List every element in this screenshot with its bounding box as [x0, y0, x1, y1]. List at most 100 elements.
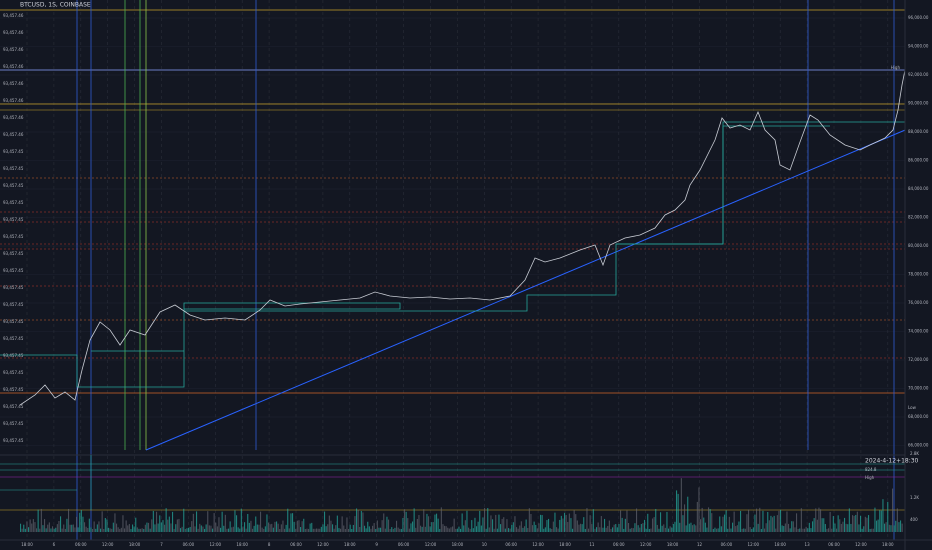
volume-bar: [860, 515, 862, 532]
volume-bar: [100, 528, 102, 532]
volume-bar: [517, 528, 519, 532]
left-label: 93,457.45: [3, 217, 24, 222]
time-label: 12:00: [317, 542, 329, 547]
volume-bar: [208, 525, 210, 532]
volume-bar: [733, 511, 735, 532]
volume-bar: [682, 515, 684, 532]
volume-bar: [730, 528, 732, 532]
volume-bar: [248, 522, 250, 532]
time-label: 18:00: [882, 542, 894, 547]
volume-bar: [679, 522, 681, 532]
volume-bar: [178, 518, 180, 532]
volume-bar: [261, 527, 263, 532]
volume-bar: [29, 519, 31, 532]
volume-bar: [820, 509, 822, 532]
volume-bar: [413, 508, 415, 532]
volume-bar: [802, 528, 804, 532]
volume-bar: [536, 528, 538, 532]
volume-bar: [706, 527, 708, 532]
volume-bar: [608, 520, 610, 532]
volume-bar: [831, 528, 833, 532]
time-label: 18:00: [559, 542, 571, 547]
volume-bar: [612, 527, 614, 532]
volume-bar: [714, 527, 716, 532]
volume-bar: [778, 510, 780, 532]
left-label: 93,457.46: [3, 115, 24, 120]
volume-bar: [116, 523, 118, 532]
volume-bar: [628, 523, 630, 532]
volume-bar: [575, 514, 577, 532]
volume-bar: [301, 521, 303, 532]
volume-bar: [205, 524, 207, 532]
volume-bar: [647, 513, 649, 532]
volume-bar: [402, 518, 404, 532]
volume-bar: [741, 528, 743, 532]
volume-bar: [872, 528, 874, 532]
volume-bar: [568, 513, 570, 532]
volume-bar: [695, 525, 697, 532]
time-label: 9: [375, 542, 378, 547]
volume-bar: [352, 524, 354, 532]
volume-bar: [428, 516, 430, 532]
volume-bar: [383, 513, 385, 532]
volume-bar: [36, 528, 38, 532]
price-label: 86,000.00: [908, 158, 929, 163]
volume-bar: [874, 507, 876, 532]
volume-bar: [829, 511, 831, 532]
volume-bar: [58, 521, 60, 532]
volume-bar: [653, 517, 655, 532]
volume-bar: [792, 521, 794, 532]
volume-bar: [805, 526, 807, 532]
volume-bar: [92, 528, 94, 532]
volume-bar: [207, 511, 209, 532]
volume-bar: [762, 510, 764, 532]
volume-bar: [599, 527, 601, 532]
volume-bar: [85, 526, 87, 532]
volume-bar: [764, 528, 766, 532]
volume-bar: [719, 516, 721, 532]
volume-bar: [501, 518, 503, 532]
volume-bar: [797, 528, 799, 532]
volume-bars: [20, 478, 903, 532]
volume-bar: [420, 525, 422, 532]
left-label: 93,457.45: [3, 370, 24, 375]
volume-bar: [37, 509, 39, 532]
volume-bar: [570, 518, 572, 532]
volume-bar: [712, 528, 714, 532]
volume-bar: [557, 528, 559, 532]
volume-bar: [55, 527, 57, 532]
volume-bar: [893, 525, 895, 532]
volume-bar: [144, 524, 146, 532]
volume-bar: [397, 527, 399, 532]
volume-bar: [308, 528, 310, 532]
volume-bar: [223, 525, 225, 532]
volume-bar: [440, 507, 442, 532]
volume-bar: [87, 527, 89, 532]
volume-bar: [746, 514, 748, 532]
volume-bar: [338, 528, 340, 532]
left-label: 93,457.46: [3, 13, 24, 18]
volume-bar: [426, 513, 428, 532]
volume-bar: [322, 524, 324, 532]
volume-bar: [879, 510, 881, 532]
volume-bar: [188, 527, 190, 532]
volume-bar: [725, 510, 727, 532]
volume-bar: [340, 528, 342, 532]
volume-bar: [391, 527, 393, 532]
volume-bar: [751, 528, 753, 532]
volume-bar: [143, 528, 145, 532]
volume-bar: [583, 517, 585, 532]
volume-bar: [671, 527, 673, 532]
volume-bar: [378, 527, 380, 532]
price-label: 76,000.00: [908, 300, 929, 305]
time-label: 06:00: [183, 542, 195, 547]
volume-bar: [47, 524, 49, 532]
volume-bar: [98, 521, 100, 532]
volume-bar: [690, 522, 692, 532]
volume-bar: [250, 520, 252, 532]
volume-bar: [520, 521, 522, 532]
volume-bar: [269, 524, 271, 532]
pane-axis-mid: 1.2K: [910, 495, 919, 500]
volume-bar: [895, 520, 897, 532]
